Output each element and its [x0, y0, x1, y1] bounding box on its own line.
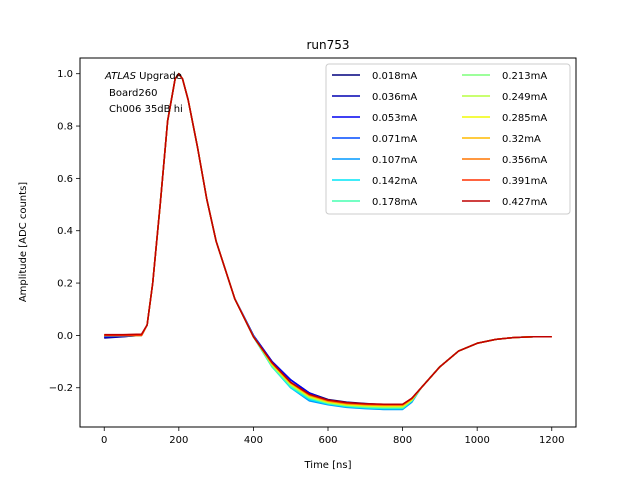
legend-label-10: 0.285mA: [502, 113, 547, 124]
x-axis-ticks: 0 200 400 600 800 1000 1200: [101, 427, 564, 446]
legend-box: [325, 63, 571, 215]
legend-label-6: 0.142mA: [372, 176, 417, 187]
x-tick-label: 1000: [464, 435, 489, 446]
y-tick-label: 0.2: [57, 279, 73, 290]
y-tick-label: 0.0: [57, 331, 73, 342]
legend-label-4: 0.071mA: [372, 134, 417, 145]
annotation: ATLAS Upgrade Board260 Ch006 35dB hi: [104, 71, 183, 115]
legend-label-5: 0.107mA: [372, 155, 417, 166]
series-line-14: [104, 72, 552, 405]
legend-label-9: 0.249mA: [502, 92, 547, 103]
annotation-line-1: ATLAS Upgrade: [104, 71, 182, 82]
y-tick-label: 0.8: [57, 122, 73, 133]
x-tick-label: 1200: [539, 435, 564, 446]
y-tick-label: 1.0: [57, 69, 73, 80]
annotation-line-3: Ch006 35dB hi: [109, 104, 183, 115]
legend-label-14: 0.427mA: [502, 197, 547, 208]
x-tick-label: 800: [393, 435, 412, 446]
y-tick-label: 0.6: [57, 174, 73, 185]
annotation-atlas: ATLAS: [104, 71, 137, 82]
legend-label-11: 0.32mA: [502, 134, 541, 145]
legend-label-2: 0.036mA: [372, 92, 417, 103]
plot-frame: [79, 57, 577, 428]
x-tick-label: 0: [101, 435, 107, 446]
legend-label-8: 0.213mA: [502, 71, 547, 82]
chart-title: run753: [306, 38, 349, 52]
series-layer: [104, 72, 552, 411]
x-tick-label: 600: [318, 435, 337, 446]
y-tick-label: −0.2: [49, 383, 73, 394]
x-tick-label: 400: [244, 435, 263, 446]
annotation-upgrade: Upgrade: [136, 71, 182, 82]
legend-label-1: 0.018mA: [372, 71, 417, 82]
legend-label-7: 0.178mA: [372, 197, 417, 208]
x-axis-label: Time [ns]: [303, 460, 351, 471]
legend-label-13: 0.391mA: [502, 176, 547, 187]
y-axis-ticks: −0.2 0.0 0.2 0.4 0.6 0.8 1.0: [49, 69, 80, 394]
annotation-line-2: Board260: [109, 88, 157, 99]
y-tick-label: 0.4: [57, 226, 73, 237]
legend-label-12: 0.356mA: [502, 155, 547, 166]
x-tick-label: 200: [169, 435, 188, 446]
legend-label-3: 0.053mA: [372, 113, 417, 124]
legend: 0.018mA 0.036mA 0.053mA 0.071mA 0.107mA 0.142…: [325, 63, 571, 215]
y-axis-label: Amplitude [ADC counts]: [18, 182, 29, 302]
